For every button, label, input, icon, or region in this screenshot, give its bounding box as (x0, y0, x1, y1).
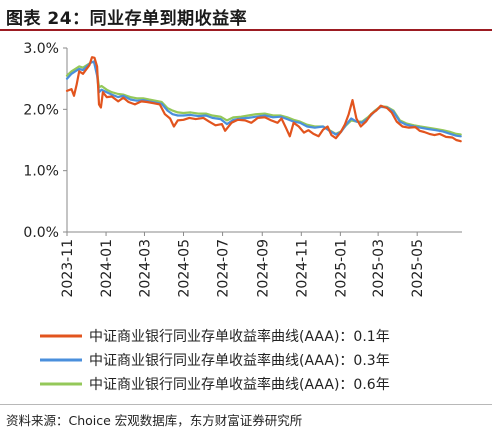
x-tick-label: 2024-01 (99, 239, 115, 298)
source-rule (0, 404, 492, 405)
x-tick-label: 2025-01 (333, 239, 349, 298)
y-tick-label: 1.0% (23, 164, 59, 180)
figure-title: 图表 24：同业存单到期收益率 (6, 9, 248, 29)
title-rule (0, 29, 492, 31)
series-line (65, 56, 462, 143)
chart-tick-labels: 0.0% 1.0% 2.0% 3.0% 2023-11 2024-01 2024-03 202… (23, 41, 426, 298)
y-tick-label: 2.0% (23, 102, 59, 118)
x-tick-label: 2023-11 (60, 239, 76, 298)
y-tick-label: 3.0% (23, 41, 59, 57)
legend-label: 中证商业银行同业存单收益率曲线(AAA)：0.3年 (89, 352, 390, 369)
x-tick-label: 2024-05 (177, 239, 193, 298)
chart-lines (65, 56, 462, 143)
chart-legend: 中证商业银行同业存单收益率曲线(AAA)：0.1年中证商业银行同业存单收益率曲线… (40, 328, 390, 393)
x-tick-label: 2024-07 (216, 239, 232, 298)
x-tick-label: 2024-11 (294, 239, 310, 298)
legend-label: 中证商业银行同业存单收益率曲线(AAA)：0.6年 (89, 376, 390, 393)
x-tick-label: 2025-05 (410, 239, 426, 298)
chart-axes (63, 47, 462, 236)
x-tick-label: 2024-03 (137, 239, 153, 298)
line-chart: 0.0% 1.0% 2.0% 3.0% 2023-11 2024-01 2024-03 202… (23, 41, 462, 393)
legend-label: 中证商业银行同业存单收益率曲线(AAA)：0.1年 (89, 328, 390, 345)
source-note: 资料来源：Choice 宏观数据库，东方财富证券研究所 (6, 413, 303, 428)
x-tick-label: 2024-09 (255, 239, 271, 298)
x-tick-label: 2025-03 (371, 239, 387, 298)
y-tick-label: 0.0% (23, 225, 59, 241)
